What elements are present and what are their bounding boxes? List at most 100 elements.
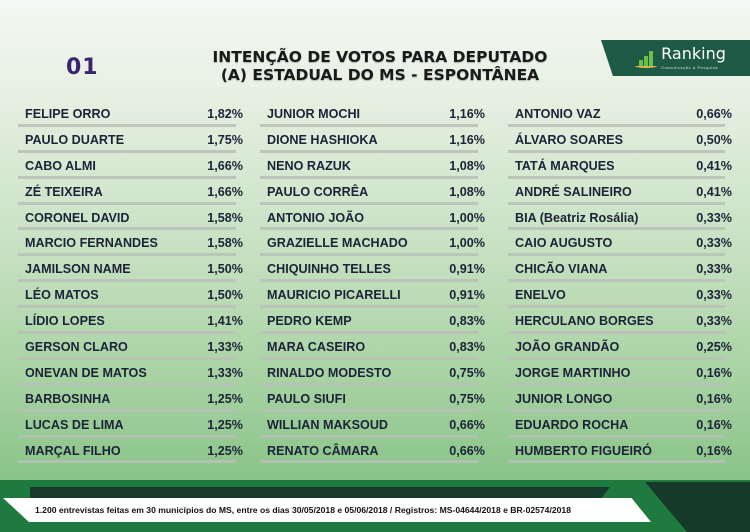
candidate-percentage: 1,82% [207,106,243,121]
candidate-name: BIA (Beatriz Rosália) [515,210,639,225]
candidate-percentage: 0,33% [696,288,732,303]
candidate-name: LÉO MATOS [25,288,99,303]
candidate-percentage: 0,25% [696,339,732,354]
candidate-row: LUCAS DE LIMA 1,25% [18,412,244,438]
candidate-row: EDUARDO ROCHA 0,16% [508,412,733,438]
candidate-row: WILLIAN MAKSOUD 0,66% [260,412,486,438]
candidate-row: ANTONIO VAZ 0,66% [508,101,733,127]
page-title: INTENÇÃO DE VOTOS PARA DEPUTADO (A) ESTA… [180,48,580,84]
candidate-percentage: 1,08% [449,184,485,199]
candidate-row: JAMILSON NAME 1,50% [18,256,244,283]
candidate-name: MARCIO FERNANDES [25,236,158,251]
candidate-name: WILLIAN MAKSOUD [267,417,389,432]
candidate-row: TATÁ MARQUES 0,41% [508,153,733,179]
candidate-name: ANTONIO VAZ [515,106,601,121]
candidate-name: CAIO AUGUSTO [515,236,613,251]
candidate-row: MAURICIO PICARELLI 0,91% [260,282,486,309]
candidate-column-3: ANTONIO VAZ 0,66% ÁLVARO SOARES 0,50% TATÁ M… [508,101,733,464]
candidate-name: MARA CASEIRO [267,339,366,354]
candidate-row: ANTONIO JOÃO 1,00% [260,205,486,231]
candidate-percentage: 1,41% [207,314,243,329]
candidate-percentage: 1,33% [207,339,243,354]
candidate-percentage: 0,16% [696,391,732,406]
candidate-name: RINALDO MODESTO [267,365,392,380]
candidate-row: BIA (Beatriz Rosália) 0,33% [508,205,733,231]
candidate-percentage: 0,83% [449,339,485,354]
candidate-name: HERCULANO BORGES [515,314,654,329]
candidate-percentage: 1,00% [449,210,485,225]
candidate-column-2: JUNIOR MOCHI 1,16% DIONE HASHIOKA 1,16% NENO… [260,101,486,464]
candidate-row: CHICÃO VIANA 0,33% [508,256,733,283]
bar-chart-growth-icon [635,48,658,68]
candidate-percentage: 1,58% [207,236,243,251]
logo-name: Ranking [661,44,726,63]
candidate-percentage: 0,33% [696,236,732,251]
candidate-row: MARÇAL FILHO 1,25% [18,438,244,464]
candidate-percentage: 0,41% [696,184,732,199]
candidate-percentage: 0,33% [696,314,732,329]
candidate-name: JUNIOR LONGO [515,391,613,406]
candidate-percentage: 0,41% [696,158,732,173]
candidate-percentage: 0,16% [696,443,732,458]
candidate-percentage: 1,33% [207,365,243,380]
logo-subtitle: Comunicação & Pesquisa [661,65,718,70]
candidate-row: PEDRO KEMP 0,83% [260,308,486,334]
candidate-row: MARCIO FERNANDES 1,58% [18,230,244,257]
candidate-name: ANTONIO JOÃO [267,210,365,225]
candidate-name: CHICÃO VIANA [515,262,608,277]
candidate-name: ENELVO [515,288,566,303]
candidate-row: LÍDIO LOPES 1,41% [18,308,244,334]
candidate-row: GRAZIELLE MACHADO 1,00% [260,230,486,257]
candidate-row: FELIPE ORRO 1,82% [18,101,244,127]
candidate-row: DIONE HASHIOKA 1,16% [260,127,486,153]
candidate-name: GRAZIELLE MACHADO [267,236,408,251]
candidate-row: BARBOSINHA 1,25% [18,386,244,412]
candidate-name: ONEVAN DE MATOS [25,365,147,380]
candidate-percentage: 1,00% [449,236,485,251]
candidate-row: LÉO MATOS 1,50% [18,282,244,309]
candidate-percentage: 1,16% [449,132,485,147]
candidate-name: JAMILSON NAME [25,262,131,277]
candidate-name: MARÇAL FILHO [25,443,121,458]
candidate-percentage: 0,91% [449,288,485,303]
candidate-row: RENATO CÂMARA 0,66% [260,438,486,464]
candidate-percentage: 1,66% [207,184,243,199]
candidate-row: RINALDO MODESTO 0,75% [260,360,486,386]
candidate-name: CABO ALMI [25,158,96,173]
candidate-percentage: 0,66% [696,106,732,121]
candidate-row: PAULO CORRÊA 1,08% [260,179,486,205]
candidate-percentage: 0,33% [696,210,732,225]
candidate-percentage: 0,91% [449,262,485,277]
candidate-percentage: 1,08% [449,158,485,173]
candidate-name: BARBOSINHA [25,391,111,406]
candidate-name: PAULO DUARTE [25,132,125,147]
ranking-logo: Ranking Comunicação & Pesquisa [601,40,750,76]
footer-accent-dark [30,487,315,499]
candidate-column-1: FELIPE ORRO 1,82% PAULO DUARTE 1,75% CABO AL… [18,101,244,464]
candidate-name: DIONE HASHIOKA [267,132,378,147]
candidate-name: RENATO CÂMARA [267,443,379,458]
candidate-name: JUNIOR MOCHI [267,106,361,121]
candidate-row: ÁLVARO SOARES 0,50% [508,127,733,153]
candidate-row: GERSON CLARO 1,33% [18,334,244,360]
candidate-row: ZÉ TEIXEIRA 1,66% [18,179,244,205]
candidate-percentage: 1,50% [207,262,243,277]
candidate-row: JUNIOR MOCHI 1,16% [260,101,486,127]
candidate-percentage: 0,83% [449,314,485,329]
candidate-name: ÁLVARO SOARES [515,132,623,147]
title-line-2: (A) ESTADUAL DO MS - ESPONTÂNEA [220,66,540,84]
candidate-percentage: 0,33% [696,262,732,277]
candidate-row: MARA CASEIRO 0,83% [260,334,486,360]
candidate-row: NENO RAZUK 1,08% [260,153,486,179]
candidate-percentage: 0,66% [449,443,485,458]
candidate-row: JOÃO GRANDÃO 0,25% [508,334,733,360]
candidate-row: CABO ALMI 1,66% [18,153,244,179]
candidate-row: ENELVO 0,33% [508,282,733,309]
candidate-percentage: 0,16% [696,417,732,432]
candidate-percentage: 1,25% [207,391,243,406]
candidate-name: MAURICIO PICARELLI [267,288,401,303]
candidate-name: PAULO CORRÊA [267,184,369,199]
candidate-percentage: 0,75% [449,365,485,380]
candidate-percentage: 1,16% [449,106,485,121]
footer-bar: 1.200 entrevistas feitas em 30 município… [3,498,651,522]
